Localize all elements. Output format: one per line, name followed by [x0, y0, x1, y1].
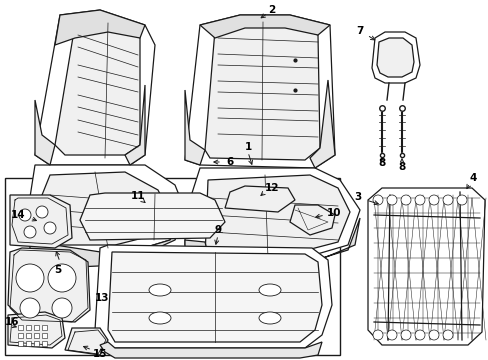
Polygon shape	[35, 10, 155, 165]
Polygon shape	[200, 15, 329, 38]
Polygon shape	[38, 172, 168, 245]
Circle shape	[428, 330, 438, 340]
Ellipse shape	[259, 312, 281, 324]
Polygon shape	[184, 218, 359, 275]
Bar	[42, 341, 47, 346]
Ellipse shape	[259, 284, 281, 296]
Polygon shape	[204, 22, 319, 160]
Circle shape	[52, 298, 72, 318]
Circle shape	[414, 195, 424, 205]
Circle shape	[44, 222, 56, 234]
Bar	[42, 325, 47, 330]
Text: 7: 7	[356, 26, 363, 36]
Circle shape	[386, 195, 396, 205]
Circle shape	[20, 298, 40, 318]
Polygon shape	[289, 205, 334, 235]
Circle shape	[400, 330, 410, 340]
Text: 6: 6	[226, 157, 233, 167]
Text: 14: 14	[11, 210, 25, 220]
Bar	[34, 325, 39, 330]
Polygon shape	[28, 215, 184, 268]
Polygon shape	[108, 252, 321, 342]
Circle shape	[442, 195, 452, 205]
Ellipse shape	[149, 284, 171, 296]
Text: 13: 13	[95, 293, 109, 303]
Text: 1: 1	[244, 142, 251, 152]
Polygon shape	[55, 10, 145, 45]
Text: 4: 4	[468, 173, 476, 183]
Circle shape	[414, 330, 424, 340]
Text: 11: 11	[130, 191, 145, 201]
Bar	[26, 341, 31, 346]
Polygon shape	[309, 80, 334, 168]
Polygon shape	[35, 100, 55, 165]
Circle shape	[36, 206, 48, 218]
Bar	[18, 341, 23, 346]
Polygon shape	[95, 245, 331, 348]
Polygon shape	[367, 188, 484, 345]
Circle shape	[456, 195, 466, 205]
Text: 8: 8	[398, 162, 405, 172]
Polygon shape	[184, 90, 204, 165]
Bar	[26, 325, 31, 330]
Ellipse shape	[149, 312, 171, 324]
Polygon shape	[376, 38, 413, 77]
Polygon shape	[80, 193, 224, 240]
Circle shape	[48, 264, 76, 292]
Circle shape	[372, 330, 382, 340]
Polygon shape	[5, 178, 339, 355]
Text: 8: 8	[378, 158, 385, 168]
Bar	[18, 333, 23, 338]
Circle shape	[400, 195, 410, 205]
Polygon shape	[204, 175, 349, 258]
Circle shape	[386, 330, 396, 340]
Text: 5: 5	[54, 265, 61, 275]
Circle shape	[442, 330, 452, 340]
Text: 16: 16	[5, 317, 20, 327]
Polygon shape	[8, 248, 90, 322]
Text: 2: 2	[268, 5, 275, 15]
Text: 3: 3	[354, 192, 361, 202]
Polygon shape	[224, 186, 294, 212]
Circle shape	[16, 264, 44, 292]
Polygon shape	[55, 22, 140, 155]
Text: 10: 10	[326, 208, 341, 218]
Polygon shape	[8, 312, 65, 348]
Text: 12: 12	[264, 183, 279, 193]
Bar	[34, 341, 39, 346]
Polygon shape	[10, 195, 72, 248]
Polygon shape	[184, 15, 334, 168]
Circle shape	[19, 209, 31, 221]
Polygon shape	[28, 165, 184, 255]
Polygon shape	[371, 32, 419, 83]
Bar	[26, 333, 31, 338]
Polygon shape	[184, 168, 359, 262]
Bar	[18, 325, 23, 330]
Text: 9: 9	[214, 225, 221, 235]
Bar	[34, 333, 39, 338]
Polygon shape	[100, 342, 321, 358]
Polygon shape	[125, 85, 145, 165]
Circle shape	[428, 195, 438, 205]
Circle shape	[372, 195, 382, 205]
Bar	[42, 333, 47, 338]
Circle shape	[24, 226, 36, 238]
Text: 15: 15	[93, 349, 107, 359]
Polygon shape	[65, 328, 108, 355]
